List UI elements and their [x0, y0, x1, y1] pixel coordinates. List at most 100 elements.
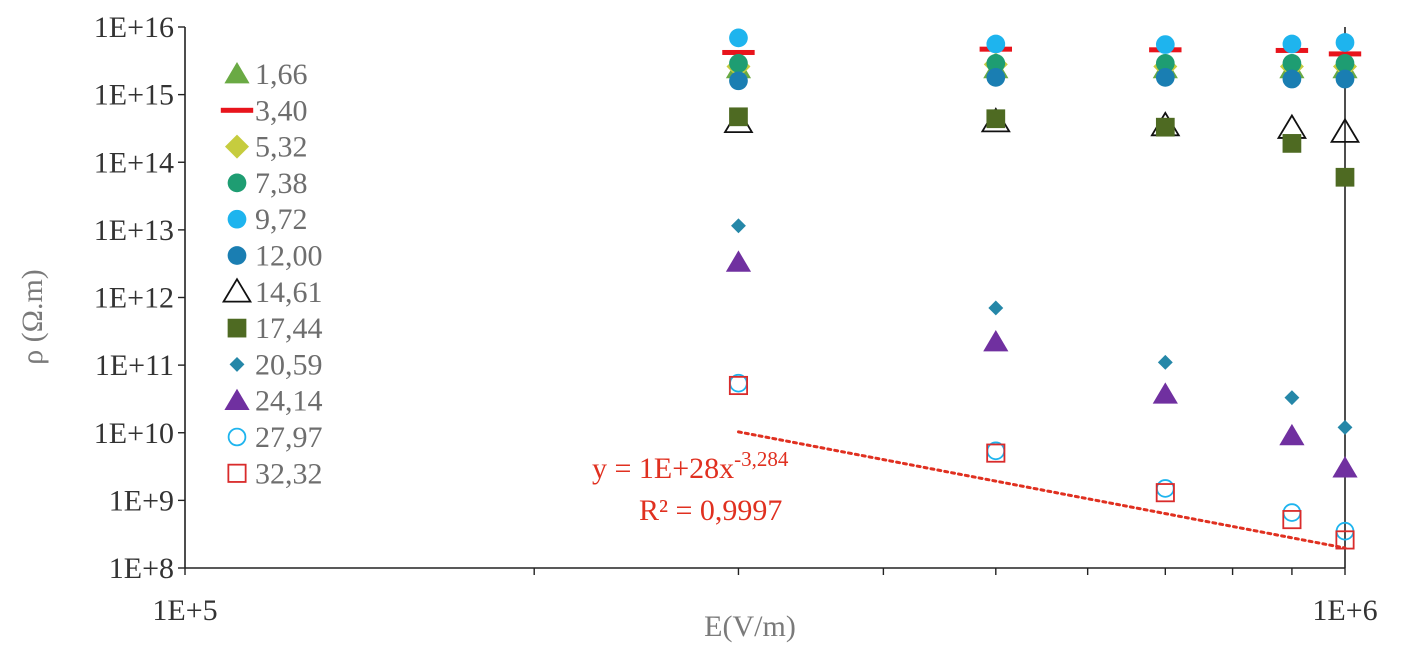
legend-label: 5,32 [255, 131, 308, 164]
data-point [728, 375, 749, 396]
series-1,66 [725, 56, 1358, 79]
data-point [1279, 423, 1305, 446]
x-tick-label: 1E+5 [152, 594, 217, 627]
series-14,61 [723, 107, 1361, 143]
data-point [1152, 382, 1178, 404]
legend-entry: 7,38 [227, 167, 308, 200]
data-point [1156, 479, 1175, 498]
legend-entry: 12,00 [227, 240, 323, 273]
data-points [722, 28, 1362, 550]
legend-marker [227, 463, 247, 483]
legend-entry: 9,72 [227, 203, 308, 236]
data-point [1282, 503, 1302, 522]
legend-marker [227, 318, 247, 338]
legend-label: 3,40 [255, 94, 308, 127]
y-tick-label: 1E+15 [94, 79, 174, 112]
y-tick-label: 1E+16 [94, 11, 174, 44]
series-3,40 [722, 46, 1362, 57]
data-point [1282, 69, 1302, 89]
legend-marker [227, 173, 247, 193]
series-17,44 [729, 107, 1355, 187]
data-point [1155, 68, 1175, 87]
data-point [725, 250, 752, 272]
y-tick-label: 1E+8 [109, 552, 174, 585]
data-point [1335, 530, 1355, 550]
data-point [722, 49, 755, 55]
data-point [731, 218, 746, 234]
legend: 1,663,40 5,327,389,72 12,0014,6117,4420,59… [220, 58, 323, 490]
legend-label: 9,72 [255, 203, 308, 236]
data-point [1282, 34, 1302, 54]
legend-label: 32,32 [255, 457, 323, 490]
trendline-equation-text: y = 1E+28x-3,284 [592, 447, 789, 485]
trendline-r2-text: R² = 0,9997 [639, 494, 782, 527]
legend-entry: 27,97 [227, 421, 323, 454]
legend-label: 12,00 [255, 240, 323, 273]
series-9,72 [729, 28, 1355, 54]
y-axis-title: ρ (Ω.m) [16, 269, 49, 365]
data-point [1282, 510, 1302, 530]
y-tick-label: 1E+14 [94, 146, 174, 179]
trendline-group [736, 430, 1347, 550]
trendline-equation: y = 1E+28x-3,284 R² = 0,9997 [592, 447, 789, 527]
data-point [1335, 53, 1355, 73]
data-point [1335, 167, 1355, 187]
data-point [1155, 117, 1175, 137]
y-tick-label: 1E+13 [94, 214, 174, 247]
series-20,59 [731, 218, 1353, 435]
data-point [1335, 33, 1355, 52]
legend-label: 14,61 [255, 276, 323, 309]
legend-marker [229, 356, 245, 372]
data-point [729, 71, 748, 91]
legend-entry: 3,40 [220, 94, 308, 127]
data-point [729, 53, 748, 73]
data-point [1282, 134, 1302, 153]
legend-label: 24,14 [255, 385, 323, 418]
legend-label: 20,59 [255, 348, 323, 381]
data-point [1332, 456, 1358, 478]
series-32,32 [728, 375, 1355, 550]
trendline [736, 430, 1347, 550]
data-point [1335, 69, 1355, 89]
x-axis-title: E(V/m) [704, 610, 796, 643]
legend-entry: 14,61 [221, 276, 323, 309]
data-point [1337, 419, 1353, 435]
series-24,14 [725, 250, 1358, 478]
legend-marker [227, 246, 247, 265]
data-point [1328, 51, 1362, 57]
legend-marker [225, 134, 249, 159]
data-point [986, 443, 1006, 463]
legend-entry: 20,59 [229, 348, 323, 381]
legend-label: 1,66 [255, 58, 308, 91]
series-27,97 [729, 373, 1355, 541]
y-tick-label: 1E+9 [109, 484, 174, 517]
legend-marker [227, 427, 247, 447]
series-12,00 [729, 68, 1355, 91]
data-point [1155, 35, 1175, 54]
data-point [1157, 354, 1173, 370]
legend-marker [224, 388, 250, 411]
data-point [1155, 53, 1175, 73]
legend-entry: 5,32 [225, 131, 308, 164]
legend-marker [227, 209, 247, 229]
data-point [1155, 483, 1175, 503]
legend-entry: 1,66 [224, 58, 308, 91]
data-point [1329, 117, 1361, 143]
y-tick-label: 1E+11 [95, 349, 174, 382]
series-5,32 [726, 52, 1357, 79]
data-point [729, 28, 748, 48]
data-point [729, 107, 748, 127]
data-point [988, 300, 1004, 316]
legend-marker [224, 62, 250, 84]
data-point [986, 53, 1006, 73]
legend-entry: 17,44 [227, 312, 323, 345]
series-7,38 [729, 53, 1355, 73]
legend-label: 17,44 [255, 312, 323, 345]
data-point [1284, 390, 1300, 406]
data-point [986, 34, 1006, 54]
y-tick-label: 1E+12 [94, 282, 174, 315]
legend-entry: 24,14 [224, 385, 323, 418]
data-point [983, 329, 1009, 352]
legend-label: 7,38 [255, 167, 308, 200]
